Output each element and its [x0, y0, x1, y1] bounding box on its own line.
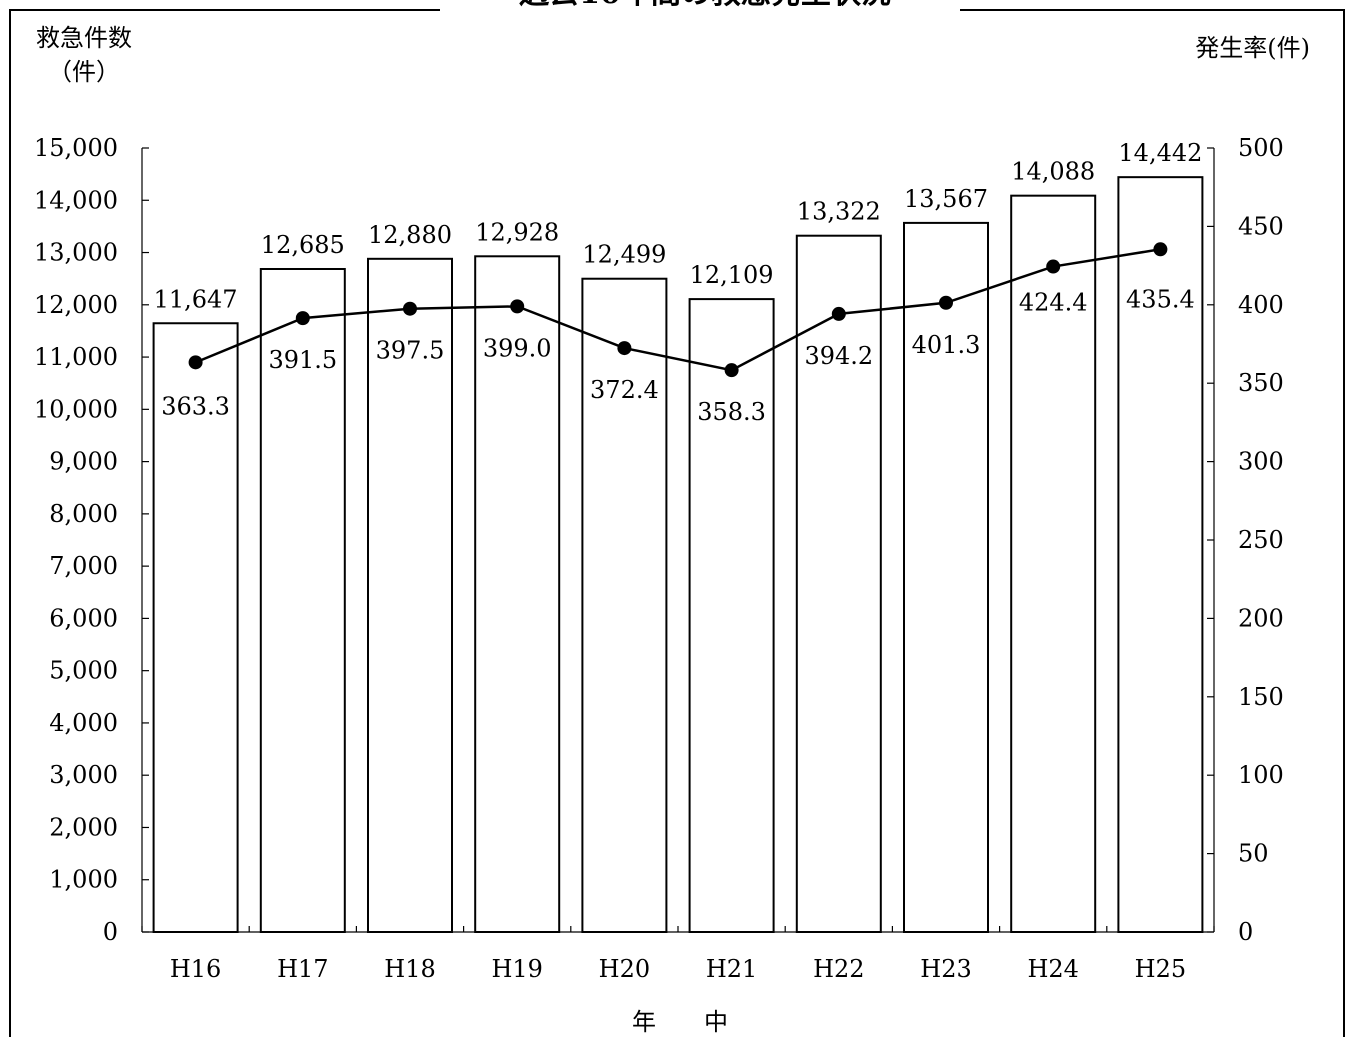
- rate-value-label: 397.5: [376, 337, 445, 365]
- bar: [152, 322, 239, 933]
- bar: [581, 277, 668, 933]
- x-tick-label: H20: [599, 955, 650, 983]
- title-background: [440, 0, 960, 14]
- rate-line: [195, 248, 1161, 372]
- y2-axis-title: 発生率(件): [1195, 34, 1310, 62]
- y-tick-label: 10,000: [34, 395, 118, 423]
- data-labels: 11,647 12,685 12,880 12,928 12,499 12,109 13,3…: [154, 139, 1203, 426]
- y2-tick-label: 150: [1238, 683, 1284, 711]
- x-tick-label: H25: [1135, 955, 1186, 983]
- y-tick-label: 8,000: [49, 500, 118, 528]
- rate-value-label: 435.4: [1126, 285, 1195, 313]
- bar: [903, 221, 989, 933]
- y2-tick-label: 500: [1238, 134, 1284, 162]
- y2-tick-label: 400: [1238, 291, 1284, 319]
- y-tick-label: 14,000: [34, 186, 118, 214]
- rate-point: [403, 301, 417, 316]
- rate-point: [1153, 242, 1168, 257]
- y2-tick-label: 300: [1238, 448, 1284, 476]
- y2-tick-label: 50: [1238, 840, 1269, 868]
- bar: [1010, 194, 1097, 934]
- x-tick-label: H18: [384, 955, 435, 983]
- bar: [795, 234, 882, 933]
- rate-point: [724, 363, 739, 378]
- x-tick-label: H24: [1027, 955, 1078, 983]
- chart-title: 過去10年間の救急発生状況: [519, 0, 891, 11]
- x-tick-label: H21: [706, 955, 757, 983]
- rate-value-label: 424.4: [1019, 289, 1088, 317]
- y-tick-label: 7,000: [49, 552, 118, 580]
- rate-value-label: 363.3: [161, 392, 230, 420]
- y2-tick-label: 100: [1238, 761, 1284, 789]
- bar: [1117, 176, 1204, 933]
- y-axis-title-line2: （件）: [48, 58, 120, 86]
- bar: [688, 298, 775, 934]
- bar-value-label: 11,647: [154, 285, 238, 313]
- bar-value-label: 13,567: [904, 185, 988, 213]
- bar-value-label: 12,499: [582, 241, 666, 269]
- bar-value-label: 12,880: [368, 221, 452, 249]
- rate-point: [1046, 259, 1061, 274]
- y-tick-label: 3,000: [49, 761, 118, 789]
- bar-value-label: 12,109: [690, 261, 774, 289]
- rate-point: [939, 295, 953, 310]
- rate-value-label: 372.4: [590, 376, 659, 404]
- y2-tick-label: 350: [1238, 369, 1284, 397]
- y-tick-label: 13,000: [34, 239, 118, 267]
- y-tick-label: 4,000: [49, 709, 118, 737]
- rate-series: [188, 242, 1168, 378]
- rate-point: [295, 311, 310, 326]
- x-axis-title: 年 中: [632, 1008, 728, 1036]
- y-tick-label: 2,000: [49, 813, 118, 841]
- axes: 0 1,000 2,000 3,000 4,000 5,000 6,000 7,000 8,00…: [34, 134, 1284, 983]
- bar: [474, 255, 561, 934]
- rate-value-label: 399.0: [483, 334, 552, 362]
- y2-tick-label: 0: [1238, 918, 1253, 946]
- x-tick-label: H19: [491, 955, 542, 983]
- bar: [367, 257, 453, 933]
- y-tick-label: 5,000: [49, 657, 118, 685]
- y-axis-title-line1: 救急件数: [36, 24, 132, 52]
- y2-tick-label: 250: [1238, 526, 1284, 554]
- y-tick-label: 15,000: [34, 134, 118, 162]
- rate-value-label: 394.2: [804, 342, 873, 370]
- x-tick-label: H17: [277, 955, 328, 983]
- y-tick-label: 6,000: [49, 604, 118, 632]
- rate-value-label: 358.3: [697, 398, 766, 426]
- rate-point: [188, 355, 203, 370]
- bar-value-label: 14,442: [1118, 139, 1202, 167]
- bar-value-label: 12,928: [475, 218, 559, 246]
- y-tick-label: 11,000: [34, 343, 118, 371]
- y-tick-label: 1,000: [49, 866, 118, 894]
- bar-series: [152, 176, 1204, 934]
- x-tick-label: H22: [813, 955, 864, 983]
- rate-value-label: 391.5: [268, 346, 337, 374]
- rate-point: [510, 299, 525, 314]
- rate-value-label: 401.3: [912, 331, 981, 359]
- rate-point: [831, 306, 846, 321]
- x-tick-label: H16: [170, 955, 221, 983]
- x-tick-label: H23: [920, 955, 971, 983]
- bar-value-label: 14,088: [1011, 158, 1095, 186]
- y2-tick-label: 200: [1238, 604, 1284, 632]
- y2-tick-label: 450: [1238, 212, 1284, 240]
- y-tick-label: 9,000: [49, 448, 118, 476]
- bar-value-label: 13,322: [797, 198, 881, 226]
- y-tick-label: 12,000: [34, 291, 118, 319]
- rate-point: [617, 341, 632, 356]
- bar: [259, 267, 346, 934]
- bar-value-label: 12,685: [261, 231, 345, 259]
- y-tick-label: 0: [103, 918, 118, 946]
